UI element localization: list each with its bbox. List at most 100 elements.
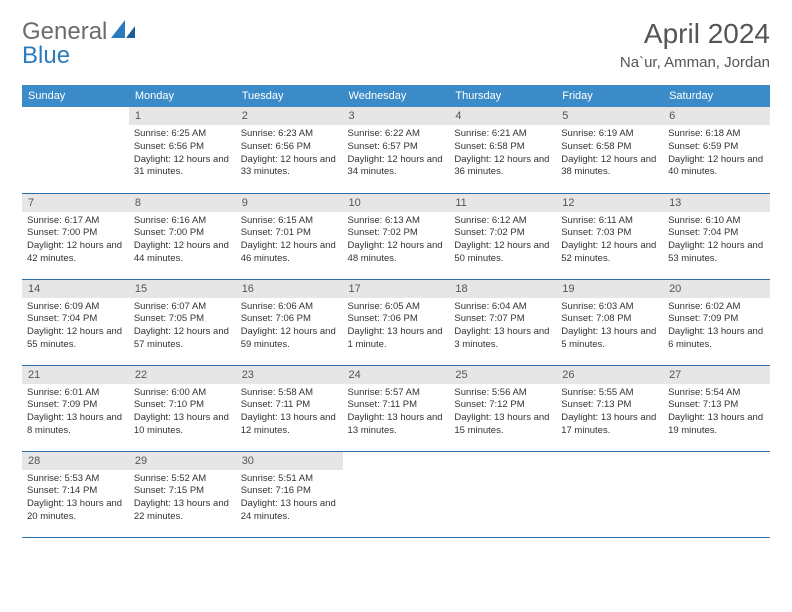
day-number: 21 [22, 366, 129, 384]
day-details: Sunrise: 6:22 AMSunset: 6:57 PMDaylight:… [343, 125, 450, 183]
day-number: 23 [236, 366, 343, 384]
day-number: 16 [236, 280, 343, 298]
day-number: 9 [236, 194, 343, 212]
day-number: 22 [129, 366, 236, 384]
calendar-cell: 14Sunrise: 6:09 AMSunset: 7:04 PMDayligh… [22, 279, 129, 365]
calendar-cell [343, 451, 450, 537]
day-details: Sunrise: 6:06 AMSunset: 7:06 PMDaylight:… [236, 298, 343, 356]
calendar-cell: 1Sunrise: 6:25 AMSunset: 6:56 PMDaylight… [129, 107, 236, 193]
day-header: Thursday [449, 85, 556, 107]
day-number: 12 [556, 194, 663, 212]
calendar-row: 21Sunrise: 6:01 AMSunset: 7:09 PMDayligh… [22, 365, 770, 451]
day-details: Sunrise: 6:10 AMSunset: 7:04 PMDaylight:… [663, 212, 770, 270]
calendar-cell: 6Sunrise: 6:18 AMSunset: 6:59 PMDaylight… [663, 107, 770, 193]
day-number: 28 [22, 452, 129, 470]
calendar-cell: 17Sunrise: 6:05 AMSunset: 7:06 PMDayligh… [343, 279, 450, 365]
day-details: Sunrise: 6:25 AMSunset: 6:56 PMDaylight:… [129, 125, 236, 183]
month-title: April 2024 [620, 18, 770, 50]
calendar-cell: 12Sunrise: 6:11 AMSunset: 7:03 PMDayligh… [556, 193, 663, 279]
calendar-cell: 23Sunrise: 5:58 AMSunset: 7:11 PMDayligh… [236, 365, 343, 451]
day-details: Sunrise: 6:03 AMSunset: 7:08 PMDaylight:… [556, 298, 663, 356]
calendar-cell: 28Sunrise: 5:53 AMSunset: 7:14 PMDayligh… [22, 451, 129, 537]
calendar-cell: 20Sunrise: 6:02 AMSunset: 7:09 PMDayligh… [663, 279, 770, 365]
title-block: April 2024 Na`ur, Amman, Jordan [620, 18, 770, 71]
day-number: 14 [22, 280, 129, 298]
day-details: Sunrise: 6:16 AMSunset: 7:00 PMDaylight:… [129, 212, 236, 270]
day-details: Sunrise: 6:19 AMSunset: 6:58 PMDaylight:… [556, 125, 663, 183]
day-details: Sunrise: 6:05 AMSunset: 7:06 PMDaylight:… [343, 298, 450, 356]
calendar-cell: 30Sunrise: 5:51 AMSunset: 7:16 PMDayligh… [236, 451, 343, 537]
calendar-cell: 16Sunrise: 6:06 AMSunset: 7:06 PMDayligh… [236, 279, 343, 365]
day-details: Sunrise: 6:18 AMSunset: 6:59 PMDaylight:… [663, 125, 770, 183]
calendar-cell: 19Sunrise: 6:03 AMSunset: 7:08 PMDayligh… [556, 279, 663, 365]
calendar-row: 14Sunrise: 6:09 AMSunset: 7:04 PMDayligh… [22, 279, 770, 365]
day-details: Sunrise: 6:21 AMSunset: 6:58 PMDaylight:… [449, 125, 556, 183]
calendar-cell: 29Sunrise: 5:52 AMSunset: 7:15 PMDayligh… [129, 451, 236, 537]
day-details: Sunrise: 5:53 AMSunset: 7:14 PMDaylight:… [22, 470, 129, 528]
day-header: Friday [556, 85, 663, 107]
calendar-cell: 13Sunrise: 6:10 AMSunset: 7:04 PMDayligh… [663, 193, 770, 279]
day-header: Tuesday [236, 85, 343, 107]
day-number: 30 [236, 452, 343, 470]
calendar-cell: 8Sunrise: 6:16 AMSunset: 7:00 PMDaylight… [129, 193, 236, 279]
day-header: Monday [129, 85, 236, 107]
day-number: 19 [556, 280, 663, 298]
day-number: 29 [129, 452, 236, 470]
day-details: Sunrise: 5:51 AMSunset: 7:16 PMDaylight:… [236, 470, 343, 528]
calendar-row: 1Sunrise: 6:25 AMSunset: 6:56 PMDaylight… [22, 107, 770, 193]
day-details: Sunrise: 6:07 AMSunset: 7:05 PMDaylight:… [129, 298, 236, 356]
day-number: 6 [663, 107, 770, 125]
day-number: 20 [663, 280, 770, 298]
day-header: Wednesday [343, 85, 450, 107]
day-number: 13 [663, 194, 770, 212]
calendar-cell: 4Sunrise: 6:21 AMSunset: 6:58 PMDaylight… [449, 107, 556, 193]
day-details: Sunrise: 6:15 AMSunset: 7:01 PMDaylight:… [236, 212, 343, 270]
day-details: Sunrise: 6:01 AMSunset: 7:09 PMDaylight:… [22, 384, 129, 442]
day-header: Saturday [663, 85, 770, 107]
day-details: Sunrise: 5:56 AMSunset: 7:12 PMDaylight:… [449, 384, 556, 442]
calendar-cell: 25Sunrise: 5:56 AMSunset: 7:12 PMDayligh… [449, 365, 556, 451]
calendar-cell: 11Sunrise: 6:12 AMSunset: 7:02 PMDayligh… [449, 193, 556, 279]
calendar-cell: 21Sunrise: 6:01 AMSunset: 7:09 PMDayligh… [22, 365, 129, 451]
calendar-cell: 7Sunrise: 6:17 AMSunset: 7:00 PMDaylight… [22, 193, 129, 279]
day-number: 4 [449, 107, 556, 125]
calendar-cell: 5Sunrise: 6:19 AMSunset: 6:58 PMDaylight… [556, 107, 663, 193]
calendar-cell [449, 451, 556, 537]
calendar-table: SundayMondayTuesdayWednesdayThursdayFrid… [22, 85, 770, 538]
calendar-cell: 24Sunrise: 5:57 AMSunset: 7:11 PMDayligh… [343, 365, 450, 451]
day-details: Sunrise: 6:00 AMSunset: 7:10 PMDaylight:… [129, 384, 236, 442]
calendar-cell: 18Sunrise: 6:04 AMSunset: 7:07 PMDayligh… [449, 279, 556, 365]
day-details: Sunrise: 5:54 AMSunset: 7:13 PMDaylight:… [663, 384, 770, 442]
calendar-cell: 2Sunrise: 6:23 AMSunset: 6:56 PMDaylight… [236, 107, 343, 193]
day-number: 3 [343, 107, 450, 125]
day-details: Sunrise: 6:11 AMSunset: 7:03 PMDaylight:… [556, 212, 663, 270]
calendar-cell: 27Sunrise: 5:54 AMSunset: 7:13 PMDayligh… [663, 365, 770, 451]
day-number: 26 [556, 366, 663, 384]
day-details: Sunrise: 6:02 AMSunset: 7:09 PMDaylight:… [663, 298, 770, 356]
calendar-cell [22, 107, 129, 193]
day-header: Sunday [22, 85, 129, 107]
day-number: 25 [449, 366, 556, 384]
calendar-cell: 22Sunrise: 6:00 AMSunset: 7:10 PMDayligh… [129, 365, 236, 451]
calendar-cell: 9Sunrise: 6:15 AMSunset: 7:01 PMDaylight… [236, 193, 343, 279]
header: General April 2024 Na`ur, Amman, Jordan [22, 18, 770, 71]
day-details: Sunrise: 6:13 AMSunset: 7:02 PMDaylight:… [343, 212, 450, 270]
day-number: 18 [449, 280, 556, 298]
calendar-head: SundayMondayTuesdayWednesdayThursdayFrid… [22, 85, 770, 107]
calendar-cell: 10Sunrise: 6:13 AMSunset: 7:02 PMDayligh… [343, 193, 450, 279]
day-details: Sunrise: 5:57 AMSunset: 7:11 PMDaylight:… [343, 384, 450, 442]
day-number: 15 [129, 280, 236, 298]
day-number: 7 [22, 194, 129, 212]
day-details: Sunrise: 6:17 AMSunset: 7:00 PMDaylight:… [22, 212, 129, 270]
logo-sail-icon [111, 20, 137, 45]
calendar-cell: 26Sunrise: 5:55 AMSunset: 7:13 PMDayligh… [556, 365, 663, 451]
day-details: Sunrise: 6:09 AMSunset: 7:04 PMDaylight:… [22, 298, 129, 356]
calendar-cell [663, 451, 770, 537]
day-number: 17 [343, 280, 450, 298]
day-details: Sunrise: 5:52 AMSunset: 7:15 PMDaylight:… [129, 470, 236, 528]
calendar-body: 1Sunrise: 6:25 AMSunset: 6:56 PMDaylight… [22, 107, 770, 537]
day-details: Sunrise: 6:04 AMSunset: 7:07 PMDaylight:… [449, 298, 556, 356]
calendar-cell: 3Sunrise: 6:22 AMSunset: 6:57 PMDaylight… [343, 107, 450, 193]
day-number: 11 [449, 194, 556, 212]
calendar-row: 7Sunrise: 6:17 AMSunset: 7:00 PMDaylight… [22, 193, 770, 279]
